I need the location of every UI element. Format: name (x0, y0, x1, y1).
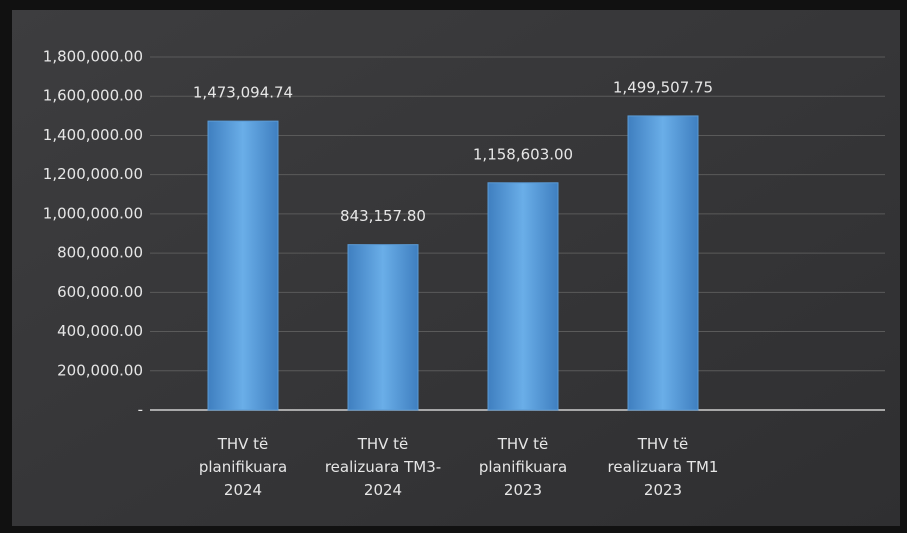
x-tick-label: THV të realizuara TM1 2023 (608, 435, 719, 499)
data-label: 1,499,507.75 (613, 78, 713, 96)
y-tick-label: 600,000.00 (57, 283, 143, 301)
data-label: 1,158,603.00 (473, 145, 573, 163)
y-tick-label: - (138, 401, 143, 419)
y-tick-label: 1,000,000.00 (43, 204, 143, 222)
y-tick-label: 1,600,000.00 (43, 87, 143, 105)
data-label: 1,473,094.74 (193, 84, 293, 102)
y-tick-label: 200,000.00 (57, 361, 143, 379)
data-label: 843,157.80 (340, 207, 426, 225)
x-tick-label: THV të planifikuara 2024 (199, 435, 287, 499)
x-tick-label: THV të planifikuara 2023 (479, 435, 567, 499)
bar (487, 182, 559, 411)
y-tick-label: 400,000.00 (57, 322, 143, 340)
chart-background (12, 10, 900, 526)
bar (627, 115, 699, 411)
x-tick-label: THV të realizuara TM3-2024 (325, 435, 441, 499)
bar (347, 244, 419, 411)
y-tick-label: 1,400,000.00 (43, 126, 143, 144)
y-tick-label: 1,200,000.00 (43, 165, 143, 183)
y-tick-label: 1,800,000.00 (43, 48, 143, 66)
y-tick-label: 800,000.00 (57, 244, 143, 262)
bar (207, 120, 279, 411)
